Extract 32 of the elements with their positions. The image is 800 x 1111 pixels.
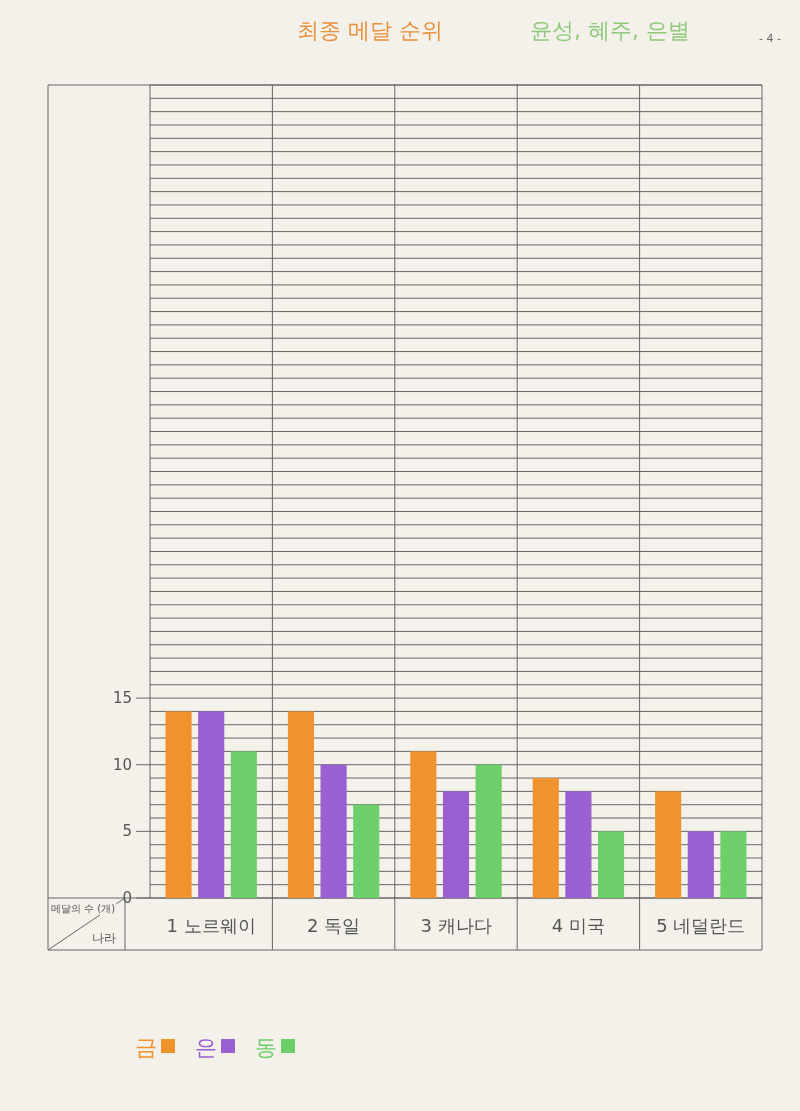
- bar: [597, 831, 625, 898]
- bar: [320, 764, 347, 898]
- y-tick-label: 10: [112, 755, 132, 774]
- bar: [655, 791, 682, 898]
- bar: [230, 751, 257, 898]
- legend-label: 은: [195, 1035, 217, 1060]
- bar: [442, 791, 470, 898]
- x-tick-label: 1 노르웨이: [166, 915, 256, 936]
- legend-label: 금: [135, 1035, 157, 1060]
- text: - 4 -: [759, 32, 781, 45]
- legend-label: 동: [255, 1035, 277, 1060]
- bar: [353, 804, 380, 898]
- bar: [475, 764, 502, 898]
- x-tick-label: 2 독일: [307, 915, 361, 936]
- y-axis-title: 메달의 수 (개): [51, 903, 116, 914]
- bar: [410, 751, 437, 898]
- x-tick-label: 4 미국: [551, 915, 605, 936]
- y-tick-label: 5: [122, 822, 132, 841]
- chart-title: 최종 메달 순위: [297, 18, 443, 43]
- text: 윤성, 혜주, 은별: [530, 18, 690, 43]
- bar: [565, 791, 592, 898]
- x-axis-title: 나라: [92, 931, 116, 945]
- y-tick-label: 15: [112, 689, 132, 708]
- bar: [687, 831, 714, 898]
- bar: [198, 711, 225, 898]
- x-tick-label: 3 캐나다: [420, 915, 492, 936]
- bar: [532, 778, 559, 898]
- bar: [287, 711, 315, 898]
- y-tick-label: 0: [122, 889, 132, 907]
- x-tick-label: 5 네덜란드: [656, 915, 746, 936]
- bar: [720, 831, 747, 898]
- bar: [165, 711, 192, 898]
